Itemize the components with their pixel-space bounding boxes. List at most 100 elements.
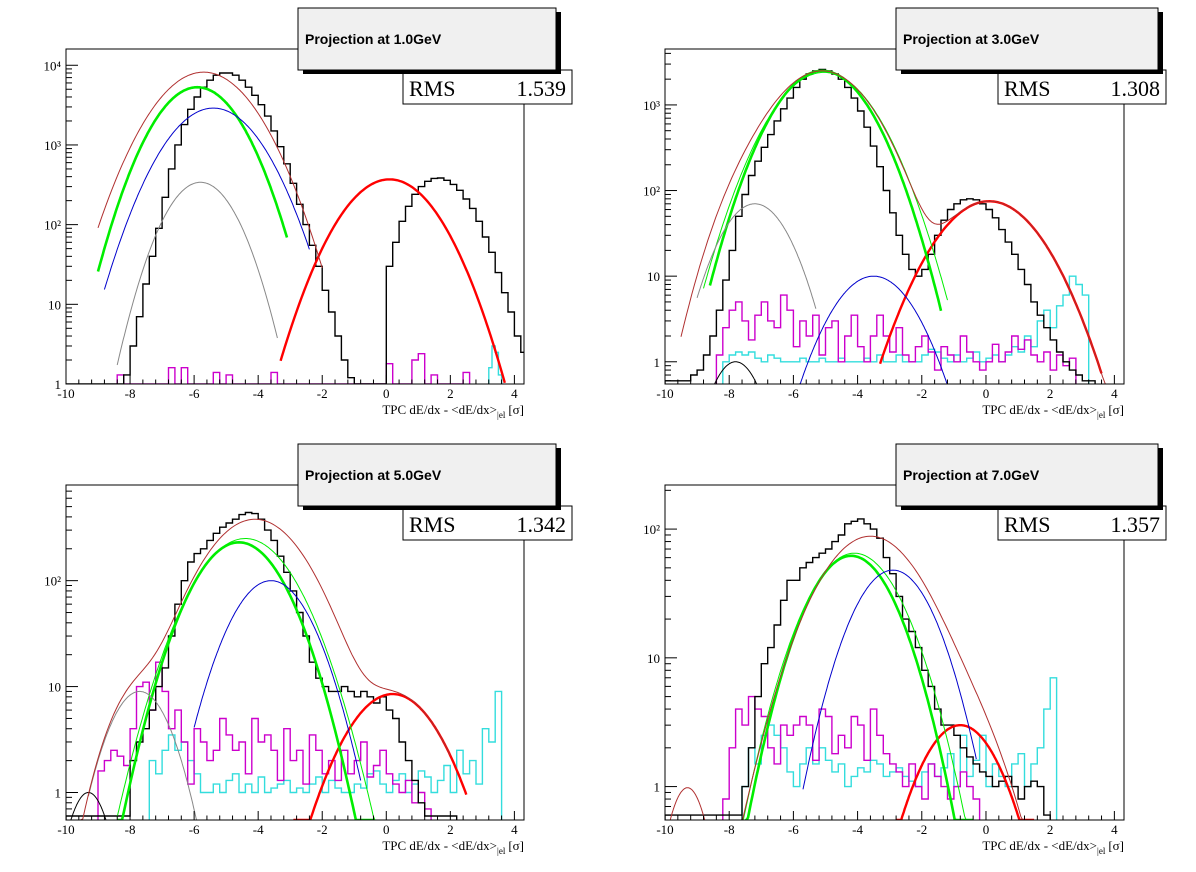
x-axis-label: TPC dE/dx - <dE/dx>|el [σ] [982,838,1124,856]
x-tick-label: -4 [852,822,863,837]
chart-panel-4: -10 -8 -6 -4 -2 0 2 4 1 10 10² TPC dE/dx - <dE/dx>|… [643,443,1167,856]
data-histogram [665,518,1051,820]
x-tick-label: -6 [788,386,799,401]
cyan-histogram [148,690,503,820]
x-axis-label-sub: |el [1097,410,1106,420]
stats-box [402,69,573,105]
x-tick-label: 0 [983,386,990,401]
x-axis-label: TPC dE/dx - <dE/dx>|el [σ] [982,402,1124,420]
fit-curve-1 [896,724,1035,820]
title-box [895,443,1159,507]
y-tick-label: 1 [654,780,661,795]
x-axis-label-unit: [σ] [508,838,524,853]
y-tick-label: 10⁴ [43,58,61,73]
x-axis-label-main: TPC dE/dx - <dE/dx> [982,402,1097,417]
fit-curve-5 [87,690,198,820]
y-tick-label: 10 [647,651,660,666]
cyan-histogram [741,677,1058,820]
x-tick-label: -2 [317,822,328,837]
x-tick-label: -4 [253,822,264,837]
x-tick-label: -2 [916,386,927,401]
plot-frame [65,48,525,385]
stats-rms-label: RMS [409,76,455,101]
fit-curve-5 [97,71,323,269]
fit-curve-5 [665,787,714,820]
y-tick-label: 10² [643,522,660,537]
x-tick-label: -4 [852,386,863,401]
x-axis-label-unit: [σ] [1108,838,1124,853]
fit-curve-2 [96,85,289,272]
x-tick-label: -10 [656,822,673,837]
x-axis-label-unit: [σ] [508,402,524,417]
x-axis-label-main: TPC dE/dx - <dE/dx> [382,402,497,417]
stats-rms-value: 1.308 [1111,76,1161,101]
x-tick-label: 4 [1111,386,1118,401]
x-tick-label: -8 [724,822,735,837]
plot-frame [65,484,525,821]
x-tick-label: 4 [1111,822,1118,837]
y-tick-label: 1 [55,785,62,800]
stats-box [997,69,1167,105]
stats-box [402,505,573,541]
chart-title: Projection at 3.0GeV [903,31,1040,47]
x-tick-label: -8 [125,386,136,401]
fit-curve-4 [802,569,977,790]
chart-panel-1: -10 -8 -6 -4 -2 0 2 4 1 10 10² 10³ 10⁴ TPC dE/dx - <d… [43,7,573,420]
magenta-histogram [715,294,1077,384]
x-tick-label: 0 [383,386,390,401]
fit-curve-7 [66,518,451,820]
plot-area [665,68,1108,384]
y-tick-label: 1 [654,355,661,370]
fit-curve-2 [708,69,943,312]
stats-rms-label: RMS [409,512,455,537]
fit-curve-7 [680,70,1108,384]
magenta-histogram [97,661,432,820]
x-tick-label: -10 [57,386,74,401]
fit-curve-3 [103,107,310,290]
x-axis-label-sub: |el [497,846,506,856]
title-box [297,443,557,507]
x-tick-label: -2 [916,822,927,837]
y-tick-label: 1 [55,377,62,392]
fit-curve-3 [116,538,380,820]
fit-curve-5 [696,203,817,309]
plot-area [66,71,524,384]
y-tick-label: 10² [44,218,61,233]
y-tick-label: 10² [643,184,660,199]
x-axis-label-main: TPC dE/dx - <dE/dx> [982,838,1097,853]
y-tick-label: 10 [647,269,660,284]
x-tick-label: -6 [189,386,200,401]
stats-rms-label: RMS [1004,76,1050,101]
x-tick-label: -8 [724,386,735,401]
magenta-histogram [116,353,471,384]
x-tick-label: -10 [57,822,74,837]
x-tick-label: 0 [983,822,990,837]
stats-rms-value: 1.539 [517,76,567,101]
chart-panel-2: -10 -8 -6 -4 -2 0 2 4 1 10 10² 10³ TPC dE/dx - <dE/d… [643,7,1167,420]
title-box [895,7,1159,71]
fit-curve-4 [796,275,948,384]
stats-rms-value: 1.357 [1111,512,1161,537]
x-axis-label-unit: [σ] [1108,402,1124,417]
plot-area [66,511,503,820]
stats-box [997,505,1167,541]
x-tick-label: -2 [317,386,328,401]
x-tick-label: -4 [253,386,264,401]
data-histogram [66,72,524,384]
x-tick-label: 2 [1047,822,1054,837]
x-tick-label: 0 [383,822,390,837]
plot-area [665,518,1058,820]
stats-rms-value: 1.342 [517,512,567,537]
x-tick-label: 4 [511,822,518,837]
x-axis-label-main: TPC dE/dx - <dE/dx> [382,838,497,853]
x-axis-label-sub: |el [497,410,506,420]
y-tick-label: 10³ [643,98,660,113]
fit-curve-2 [745,554,974,820]
x-tick-label: 2 [1047,386,1054,401]
fit-curve-1 [279,178,506,384]
y-tick-label: 10³ [44,138,61,153]
x-tick-label: -6 [189,822,200,837]
chart-title: Projection at 1.0GeV [305,31,442,47]
x-axis-label: TPC dE/dx - <dE/dx>|el [σ] [382,402,524,420]
